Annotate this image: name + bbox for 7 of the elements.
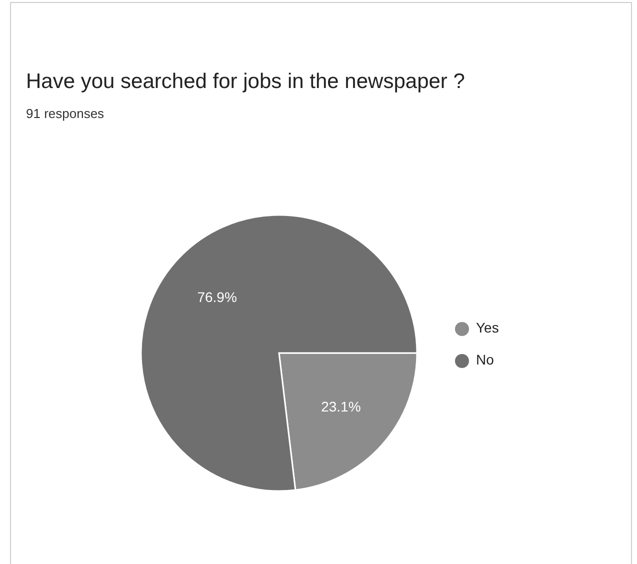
chart-title: Have you searched for jobs in the newspaper ? [26, 70, 465, 93]
data-label: 23.1% [321, 398, 361, 415]
data-label: 76.9% [197, 288, 237, 305]
legend-label: No [476, 352, 494, 368]
legend-label: Yes [476, 320, 499, 336]
pie-slice [140, 214, 418, 492]
chart-subtitle: 91 responses [26, 106, 105, 121]
